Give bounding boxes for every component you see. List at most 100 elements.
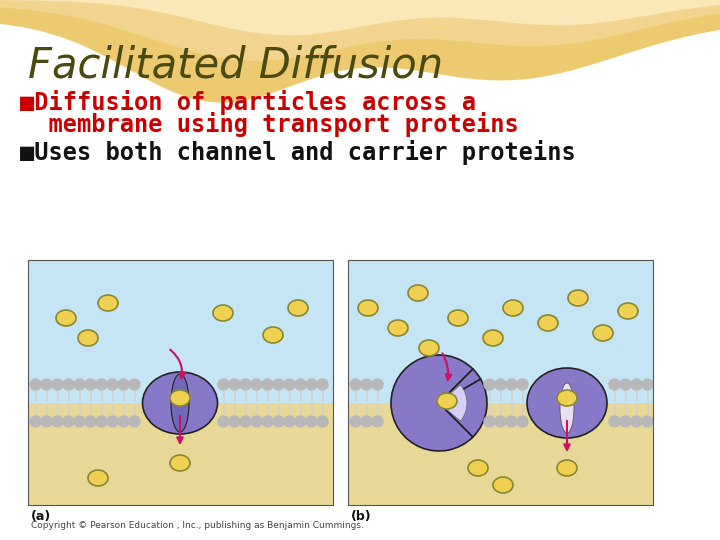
Circle shape xyxy=(240,416,251,427)
Circle shape xyxy=(96,416,107,427)
Wedge shape xyxy=(439,385,467,421)
Ellipse shape xyxy=(527,368,607,438)
Bar xyxy=(28,260,333,403)
Ellipse shape xyxy=(538,315,558,331)
Text: ■Uses both channel and carrier proteins: ■Uses both channel and carrier proteins xyxy=(20,140,576,165)
Polygon shape xyxy=(0,0,720,103)
Circle shape xyxy=(251,379,262,390)
Circle shape xyxy=(361,416,372,427)
Ellipse shape xyxy=(557,460,577,476)
Ellipse shape xyxy=(618,303,638,319)
Circle shape xyxy=(506,416,517,427)
Circle shape xyxy=(30,416,41,427)
Circle shape xyxy=(484,416,495,427)
Polygon shape xyxy=(0,0,720,61)
Circle shape xyxy=(506,379,517,390)
Wedge shape xyxy=(439,369,480,403)
Circle shape xyxy=(107,379,118,390)
Circle shape xyxy=(262,416,273,427)
Bar xyxy=(28,403,333,505)
Circle shape xyxy=(96,379,107,390)
Ellipse shape xyxy=(388,320,408,336)
Circle shape xyxy=(372,416,383,427)
Circle shape xyxy=(609,416,620,427)
Circle shape xyxy=(63,379,74,390)
Circle shape xyxy=(317,379,328,390)
Circle shape xyxy=(517,379,528,390)
Circle shape xyxy=(218,416,229,427)
Circle shape xyxy=(41,379,52,390)
Circle shape xyxy=(631,416,642,427)
Ellipse shape xyxy=(143,372,217,434)
Circle shape xyxy=(218,379,229,390)
Bar xyxy=(348,260,653,505)
Ellipse shape xyxy=(493,477,513,493)
Circle shape xyxy=(85,416,96,427)
Circle shape xyxy=(273,416,284,427)
Circle shape xyxy=(262,379,273,390)
Circle shape xyxy=(350,379,361,390)
Circle shape xyxy=(63,416,74,427)
Circle shape xyxy=(642,379,653,390)
Circle shape xyxy=(620,416,631,427)
Circle shape xyxy=(74,379,85,390)
Circle shape xyxy=(273,379,284,390)
Circle shape xyxy=(85,379,96,390)
Circle shape xyxy=(620,379,631,390)
Circle shape xyxy=(129,379,140,390)
Wedge shape xyxy=(391,355,473,451)
Circle shape xyxy=(107,416,118,427)
Circle shape xyxy=(30,379,41,390)
Ellipse shape xyxy=(483,330,503,346)
Ellipse shape xyxy=(557,390,577,406)
Circle shape xyxy=(118,416,129,427)
Bar xyxy=(28,260,333,505)
Ellipse shape xyxy=(78,330,98,346)
Circle shape xyxy=(229,416,240,427)
Ellipse shape xyxy=(358,300,378,316)
Circle shape xyxy=(372,379,383,390)
Circle shape xyxy=(609,379,620,390)
Circle shape xyxy=(52,379,63,390)
Circle shape xyxy=(129,416,140,427)
Circle shape xyxy=(306,379,317,390)
Ellipse shape xyxy=(560,383,574,433)
Ellipse shape xyxy=(213,305,233,321)
Text: ■Diffusion of particles across a: ■Diffusion of particles across a xyxy=(20,90,476,115)
Circle shape xyxy=(284,416,295,427)
Circle shape xyxy=(118,379,129,390)
Circle shape xyxy=(484,379,495,390)
Circle shape xyxy=(229,379,240,390)
Circle shape xyxy=(631,379,642,390)
Circle shape xyxy=(495,416,506,427)
Bar xyxy=(348,260,653,403)
Circle shape xyxy=(74,416,85,427)
Ellipse shape xyxy=(419,340,439,356)
Ellipse shape xyxy=(288,300,308,316)
Wedge shape xyxy=(439,379,487,437)
Ellipse shape xyxy=(88,470,108,486)
Ellipse shape xyxy=(263,327,283,343)
Circle shape xyxy=(495,379,506,390)
Circle shape xyxy=(41,416,52,427)
Ellipse shape xyxy=(170,390,190,406)
Circle shape xyxy=(295,416,306,427)
Polygon shape xyxy=(0,0,720,35)
Text: (a): (a) xyxy=(31,510,51,523)
Circle shape xyxy=(317,416,328,427)
Ellipse shape xyxy=(468,460,488,476)
Circle shape xyxy=(251,416,262,427)
Ellipse shape xyxy=(593,325,613,341)
Text: Facilitated Diffusion: Facilitated Diffusion xyxy=(28,45,443,87)
Text: membrane using transport proteins: membrane using transport proteins xyxy=(20,112,518,137)
Circle shape xyxy=(284,379,295,390)
Circle shape xyxy=(295,379,306,390)
Text: (b): (b) xyxy=(351,510,372,523)
Circle shape xyxy=(517,416,528,427)
Circle shape xyxy=(306,416,317,427)
Ellipse shape xyxy=(503,300,523,316)
Circle shape xyxy=(52,416,63,427)
Ellipse shape xyxy=(568,290,588,306)
Ellipse shape xyxy=(170,455,190,471)
Ellipse shape xyxy=(56,310,76,326)
